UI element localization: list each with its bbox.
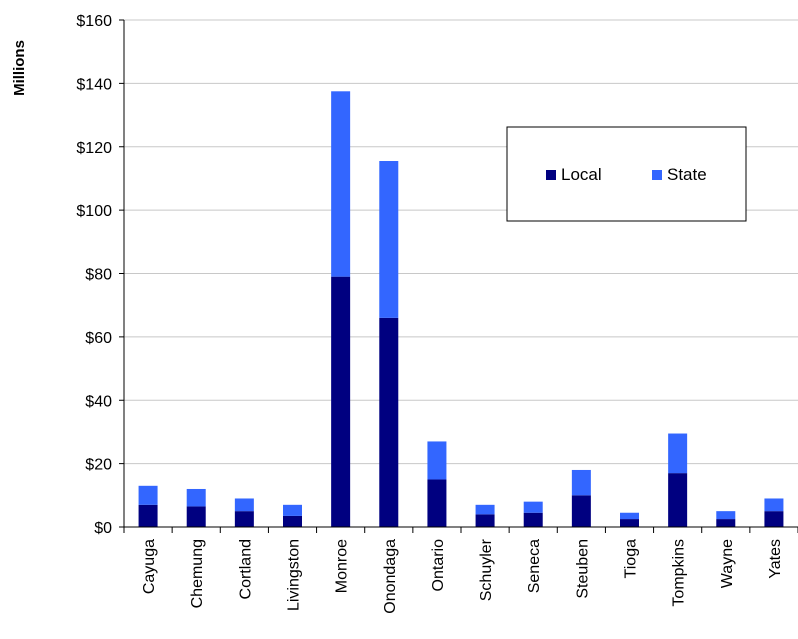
bar-state-tioga xyxy=(620,512,639,520)
bar-state-livingston xyxy=(283,504,302,516)
bar-state-seneca xyxy=(523,501,543,513)
bar-state-yates xyxy=(764,498,784,512)
legend: Local State xyxy=(506,126,747,222)
x-tick-label: Tompkins xyxy=(671,539,688,607)
bar-state-cortland xyxy=(234,498,254,512)
bar-local-ontario xyxy=(427,479,447,527)
x-tick-label: Tioga xyxy=(623,539,640,579)
bar-state-steuben xyxy=(571,469,591,496)
y-tick-label: $80 xyxy=(85,267,112,284)
x-tick-label: Ontario xyxy=(430,539,447,592)
y-axis-label: Millions xyxy=(11,40,28,96)
bar-local-tioga xyxy=(620,519,639,527)
bar-local-monroe xyxy=(331,276,351,527)
x-tick-label: Schuyler xyxy=(478,538,495,601)
bar-state-tompkins xyxy=(668,433,688,474)
y-tick-label: $60 xyxy=(85,330,112,347)
bar-state-schuyler xyxy=(475,504,495,515)
bar-state-monroe xyxy=(331,91,351,277)
x-tick-label: Livingston xyxy=(286,539,303,611)
bar-local-schuyler xyxy=(475,514,495,527)
y-tick-labels: $0 $20 $40 $60 $80 $100 $120 $140 $160 xyxy=(76,13,112,537)
y-tick-label: $0 xyxy=(94,520,112,537)
x-tick-label: Onondaga xyxy=(382,539,399,614)
legend-swatch-state xyxy=(652,170,662,180)
legend-label-state: State xyxy=(667,165,707,184)
y-tick-label: $120 xyxy=(76,140,112,157)
x-tick-label: Cortland xyxy=(237,539,254,599)
bar-local-seneca xyxy=(523,512,543,527)
x-tick-label: Cayuga xyxy=(141,539,158,594)
x-tick-label: Wayne xyxy=(719,539,736,588)
x-tick-label: Yates xyxy=(767,539,784,579)
x-tick-label: Monroe xyxy=(334,539,351,593)
axes xyxy=(119,19,798,533)
x-tick-label: Seneca xyxy=(526,539,543,593)
y-tick-label: $20 xyxy=(85,457,112,474)
x-tick-labels: Cayuga Chemung Cortland Livingston Monroe Ono… xyxy=(141,538,784,613)
bar-local-cortland xyxy=(234,511,254,527)
y-tick-label: $140 xyxy=(76,76,112,93)
x-tick-label: Steuben xyxy=(574,539,591,599)
bars xyxy=(138,91,784,527)
legend-label-local: Local xyxy=(561,165,602,184)
bar-local-yates xyxy=(764,511,784,527)
legend-swatch-local xyxy=(546,170,556,180)
bar-local-cayuga xyxy=(138,504,158,527)
y-tick-label: $160 xyxy=(76,13,112,30)
bar-local-tompkins xyxy=(668,473,688,527)
grid-lines xyxy=(124,19,798,465)
x-tick-label: Chemung xyxy=(189,539,206,608)
y-tick-label: $40 xyxy=(85,393,112,410)
bar-state-chemung xyxy=(186,488,206,507)
bar-state-cayuga xyxy=(138,485,158,505)
bar-state-onondaga xyxy=(379,161,399,318)
bar-local-chemung xyxy=(186,506,206,527)
bar-state-ontario xyxy=(427,441,447,480)
bar-local-onondaga xyxy=(379,317,399,527)
bar-local-wayne xyxy=(716,519,736,527)
bar-local-steuben xyxy=(571,495,591,527)
legend-box xyxy=(506,126,747,222)
bar-local-livingston xyxy=(283,515,302,527)
y-tick-label: $100 xyxy=(76,203,112,220)
bar-state-wayne xyxy=(716,511,736,520)
